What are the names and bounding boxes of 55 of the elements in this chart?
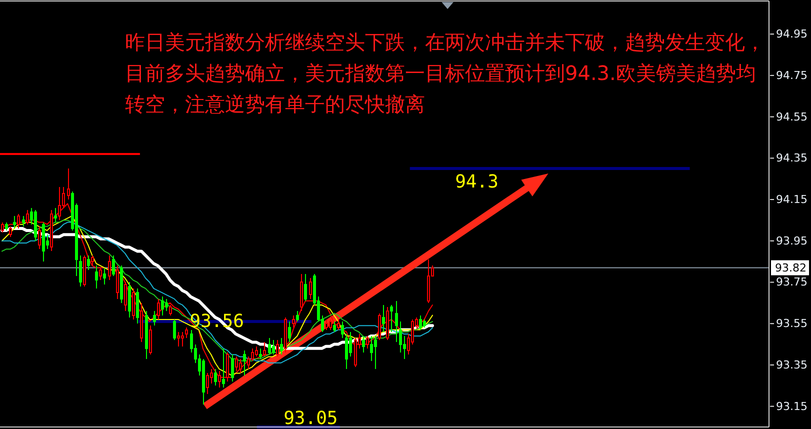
candlestick <box>242 350 246 376</box>
candlestick <box>102 267 106 285</box>
y-tick-label: 93.35 <box>776 358 808 372</box>
candlestick <box>340 321 344 339</box>
candlestick <box>66 168 70 200</box>
candlestick <box>304 273 308 302</box>
ref-line-label: 93.82 <box>775 261 806 274</box>
candlestick <box>38 226 42 250</box>
candlestick <box>184 327 188 339</box>
candlestick <box>398 321 402 354</box>
candlestick <box>336 318 340 330</box>
y-tick-label: 93.95 <box>776 234 808 248</box>
candlestick <box>168 304 172 316</box>
candlestick <box>214 368 218 386</box>
candlestick <box>112 254 116 277</box>
candlestick <box>26 209 30 225</box>
candlestick <box>344 333 348 370</box>
ref-line-label: 94.3 <box>455 172 498 193</box>
candlestick <box>254 346 258 358</box>
y-tick-label: 94.15 <box>776 193 808 206</box>
candlestick <box>390 304 394 332</box>
candlestick <box>54 207 58 223</box>
candlestick <box>22 216 26 227</box>
candlestick <box>180 331 184 347</box>
candlestick <box>12 216 16 229</box>
candlestick <box>176 331 180 347</box>
candlestick <box>324 318 328 330</box>
candlestick <box>258 348 262 360</box>
candlestick <box>16 214 20 229</box>
candlestick <box>90 254 94 266</box>
y-tick-label: 93.55 <box>776 317 808 330</box>
candlestick <box>222 348 226 388</box>
candlestick <box>156 298 160 320</box>
candlestick <box>108 254 112 281</box>
candlestick <box>288 321 292 343</box>
candlestick <box>262 342 266 358</box>
candlestick <box>348 331 352 358</box>
y-tick-label: 93.15 <box>776 400 808 413</box>
candlestick <box>366 336 370 349</box>
candlestick <box>332 321 336 332</box>
candlestick <box>374 336 378 370</box>
y-tick-label: 94.55 <box>776 110 808 124</box>
candlestick <box>308 278 312 300</box>
candlestick <box>296 310 300 322</box>
y-tick-label: 94.35 <box>776 152 808 165</box>
candlestick <box>362 336 366 354</box>
candlestick <box>292 314 296 328</box>
y-tick-label: 93.75 <box>776 276 808 289</box>
candlestick <box>132 288 136 320</box>
y-tick-label: 94.95 <box>776 28 808 41</box>
candlestick <box>164 298 168 312</box>
annotation: 昨日美元指数分析继续空头下跌，在两次冲击并未下破，趋势发生变化，目前多头趋势确立，美元指数第一目标位置预计到94.3.欧美镑美趋势均转空，注意逆势有单子的尽快撤离 <box>125 29 765 118</box>
ref-line-label: 93.05 <box>284 408 338 429</box>
candlestick <box>250 348 254 362</box>
y-tick-label: 94.75 <box>776 68 808 82</box>
